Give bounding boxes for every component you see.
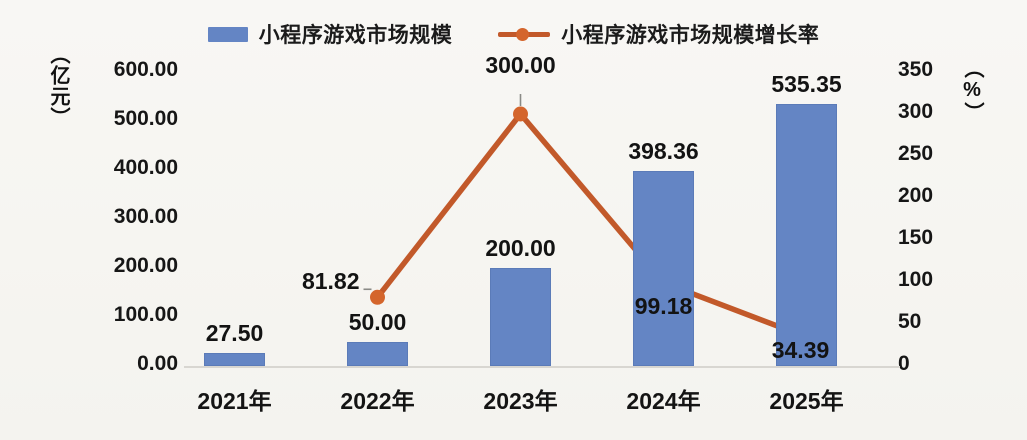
y-axis-right-ticks: 350 300 250 200 150 100 50 0 — [898, 0, 968, 440]
y-axis-left-ticks: 600.00 500.00 400.00 300.00 200.00 100.00 0.00 — [0, 0, 178, 440]
bar-value-label: 200.00 — [485, 235, 556, 261]
y-axis-left-tick: 500.00 — [113, 107, 178, 130]
y-axis-left-title: （亿元） — [47, 44, 69, 128]
y-axis-right-tick: 350 — [898, 58, 934, 81]
x-axis-label-2025年: 2025年 — [769, 388, 844, 414]
legend-line-swatch-icon — [498, 26, 551, 42]
bar-value-label: 535.35 — [771, 70, 842, 97]
line-value-label: 34.39 — [771, 337, 830, 364]
y-axis-right-tick: 100 — [898, 268, 934, 291]
y-axis-right-tick: 0 — [898, 352, 910, 375]
legend-item-line-series[interactable]: 小程序游戏市场规模增长率 — [498, 19, 819, 49]
bar-2024年[interactable] — [633, 170, 694, 366]
y-axis-left-tick: 100.00 — [113, 303, 178, 326]
y-axis-right-tick: 150 — [898, 226, 934, 249]
x-axis-label-2023年: 2023年 — [483, 388, 558, 414]
y-axis-left-tick: 300.00 — [113, 205, 178, 228]
y-axis-right-title: （%） — [961, 58, 983, 123]
bar-value-label: 27.50 — [205, 319, 264, 346]
x-axis-label-2024年: 2024年 — [626, 388, 701, 414]
bar-2023年[interactable] — [490, 268, 551, 366]
legend-label-line-series: 小程序游戏市场规模增长率 — [561, 24, 820, 47]
x-axis-label-2022年: 2022年 — [340, 388, 415, 414]
x-axis-baseline — [184, 366, 900, 368]
y-axis-left-tick: 600.00 — [113, 58, 178, 81]
chart-legend: 小程序游戏市场规模 小程序游戏市场规模增长率 — [0, 14, 1027, 54]
legend-bar-swatch-icon — [207, 26, 248, 42]
line-value-label: 300.00 — [485, 52, 556, 78]
legend-label-bar-series: 小程序游戏市场规模 — [258, 24, 453, 47]
y-axis-right-tick: 250 — [898, 142, 934, 165]
y-axis-right-tick: 300 — [898, 100, 934, 123]
bar-value-label: 398.36 — [628, 137, 699, 164]
bar-value-label: 50.00 — [348, 308, 407, 335]
x-axis-label-2021年: 2021年 — [197, 388, 272, 414]
bar-2025年[interactable] — [776, 103, 837, 366]
line-value-label: 81.82 — [301, 268, 360, 295]
line-value-label: 99.18 — [634, 292, 693, 319]
y-axis-left-tick: 0.00 — [137, 352, 178, 375]
y-axis-left-tick: 400.00 — [113, 156, 178, 179]
bar-2021年[interactable] — [204, 352, 265, 366]
y-axis-right-tick: 200 — [898, 184, 934, 207]
y-axis-left-tick: 200.00 — [113, 254, 178, 277]
legend-item-bar-series[interactable]: 小程序游戏市场规模 — [207, 19, 453, 49]
y-axis-right-tick: 50 — [898, 310, 922, 333]
bar-2022年[interactable] — [347, 341, 408, 366]
